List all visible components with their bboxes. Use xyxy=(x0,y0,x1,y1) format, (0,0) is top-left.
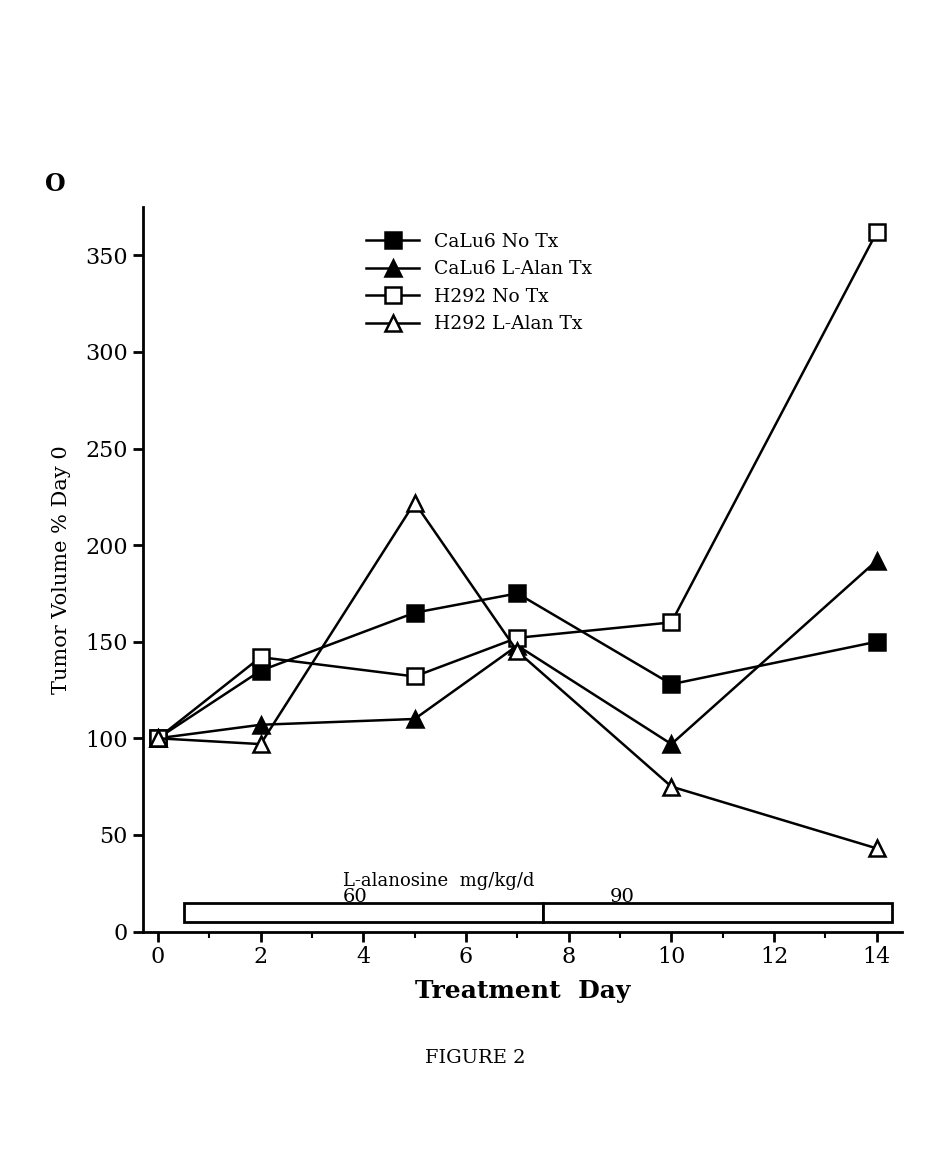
Text: 60: 60 xyxy=(343,888,368,906)
Legend: CaLu6 No Tx, CaLu6 L-Alan Tx, H292 No Tx, H292 L-Alan Tx: CaLu6 No Tx, CaLu6 L-Alan Tx, H292 No Tx… xyxy=(357,223,601,343)
Text: O: O xyxy=(45,172,66,197)
Bar xyxy=(183,903,543,922)
Text: FIGURE 2: FIGURE 2 xyxy=(425,1049,525,1067)
Y-axis label: Tumor Volume % Day 0: Tumor Volume % Day 0 xyxy=(52,445,71,693)
Text: L-alanosine  mg/kg/d: L-alanosine mg/kg/d xyxy=(343,872,534,890)
Text: 90: 90 xyxy=(610,888,635,906)
Bar xyxy=(543,903,892,922)
X-axis label: Treatment  Day: Treatment Day xyxy=(415,979,630,1003)
